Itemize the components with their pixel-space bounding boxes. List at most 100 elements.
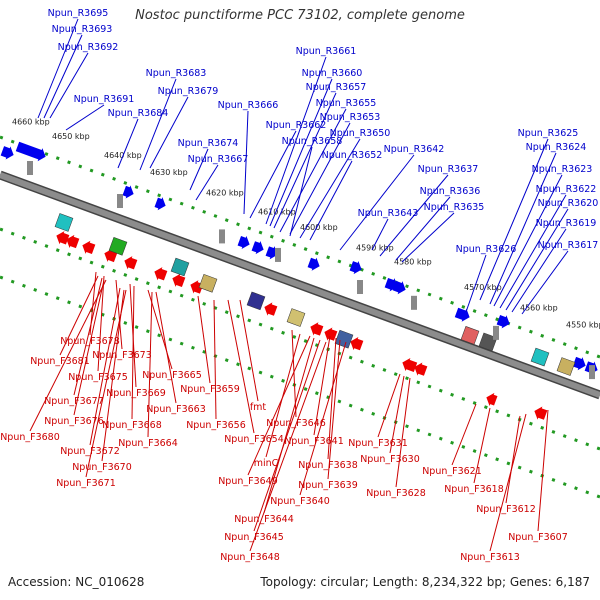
forward-gene-label: Npun_R3622	[536, 184, 597, 195]
feature-block	[286, 308, 306, 327]
reverse-gene-label: Npun_F3664	[118, 438, 178, 449]
reverse-gene-label: Npun_F3645	[224, 532, 284, 543]
forward-gene-arrow	[454, 307, 470, 322]
reverse-gene-label: Npun_F3675	[68, 372, 128, 383]
forward-gene-label-leader	[269, 78, 333, 227]
forward-gene-label-leader	[243, 110, 249, 215]
forward-gene-label-leader	[195, 164, 219, 201]
reverse-gene-label: Npun_F3621	[422, 466, 482, 477]
kbp-tick-label: 4590 kbp	[356, 244, 394, 253]
forward-gene-label-leader	[289, 122, 351, 235]
forward-gene-label: Npun_R3684	[108, 108, 169, 119]
forward-gene-label: Npun_R3652	[322, 150, 383, 161]
reverse-gene-label: Npun_F3630	[360, 454, 420, 465]
reverse-gene-label-leader	[89, 287, 121, 446]
reverse-gene-label-leader	[97, 275, 105, 372]
forward-gene-label: Npun_R3619	[536, 218, 597, 229]
reverse-gene-label: Npun_F3618	[444, 484, 504, 495]
reverse-gene-label-leader	[473, 407, 491, 484]
reverse-gene-label: Npun_F3654	[224, 434, 284, 445]
reverse-gene-label: Npun_F3681	[30, 356, 90, 367]
forward-gene-label: Npun_R3636	[420, 186, 481, 197]
forward-gene-label-leader	[249, 130, 297, 219]
kbp-tick-label: 4550 kbp	[566, 321, 600, 330]
reverse-gene-label: Npun_F3671	[56, 478, 116, 489]
kbp-tick-label: 4570 kbp	[464, 283, 502, 292]
reverse-gene-arrow	[324, 327, 338, 341]
forward-gene-label-leader	[117, 118, 139, 169]
reverse-gene-label-leader	[73, 279, 105, 416]
forward-gene-label: Npun_R3623	[532, 164, 593, 175]
forward-gene-label: Npun_R3643	[358, 208, 419, 219]
kbp-tick-label: 4600 kbp	[300, 223, 338, 232]
feature-block	[478, 332, 498, 352]
kbp-tick-label: 4610 kbp	[258, 208, 296, 217]
reverse-gene-label: Npun_F3676	[44, 416, 104, 427]
pseudogene-block	[493, 325, 499, 340]
pseudogene-block	[589, 365, 595, 380]
reverse-gene-label: Npun_F3670	[72, 462, 132, 473]
forward-gene-label-leader	[493, 174, 563, 307]
forward-gene-label: Npun_R3642	[384, 144, 445, 155]
reverse-gene-label: Npun_F3672	[60, 446, 120, 457]
reverse-gene-label-leader	[131, 285, 135, 420]
reverse-gene-label-leader	[395, 377, 411, 488]
forward-gene-label: Npun_R3693	[52, 24, 113, 35]
feature-block	[530, 347, 550, 367]
forward-gene-label: Npun_R3667	[188, 154, 249, 165]
feature-block	[460, 326, 480, 345]
forward-gene-arrow	[237, 235, 250, 250]
feature-block	[170, 257, 190, 277]
reverse-gene-arrow	[66, 234, 80, 249]
reverse-gene-arrow	[350, 336, 364, 351]
accession-label: Accession: NC_010628	[8, 575, 145, 589]
reverse-gene-arrow	[402, 358, 418, 373]
reverse-gene-label-leader	[263, 337, 315, 514]
pseudogene-block	[411, 295, 417, 310]
forward-gene-label-leader	[309, 160, 353, 241]
pseudogene-block	[357, 280, 363, 295]
reverse-gene-label-leader	[451, 403, 477, 466]
forward-gene-label: Npun_R3661	[296, 46, 357, 57]
reverse-gene-arrow	[154, 267, 168, 281]
forward-gene-label-leader	[379, 174, 449, 257]
reverse-gene-label-leader	[489, 413, 527, 552]
reverse-gene-label: Npun_F3680	[0, 432, 60, 443]
forward-gene-arrow	[265, 246, 278, 260]
reverse-gene-arrow	[172, 273, 186, 288]
reverse-gene-label-leader	[59, 275, 99, 356]
reverse-gene-label: Npun_F3612	[476, 504, 536, 515]
forward-gene-label-leader	[521, 250, 569, 315]
kbp-tick-label: 4660 kbp	[12, 117, 50, 126]
forward-gene-label-leader	[279, 108, 347, 233]
forward-gene-arrow	[349, 260, 362, 275]
reverse-gene-label-leader	[389, 375, 405, 454]
reverse-gene-arrow	[190, 280, 204, 294]
forward-gene-label: Npun_R3692	[58, 42, 119, 53]
forward-gene-label-leader	[273, 92, 337, 229]
forward-gene-label: Npun_R3666	[218, 100, 279, 111]
reverse-gene-arrow	[534, 406, 548, 420]
reverse-gene-label-leader	[299, 341, 347, 496]
forward-gene-label-leader	[371, 218, 389, 251]
reverse-gene-label-leader	[537, 409, 549, 532]
feature-block	[246, 291, 266, 311]
genome-backbone	[0, 172, 600, 398]
reverse-gene-label: Npun_F3631	[348, 438, 408, 449]
reverse-gene-label: Npun_F3668	[102, 420, 162, 431]
forward-gene-label-leader	[465, 254, 487, 313]
reverse-gene-label: Npun_F3677	[44, 396, 104, 407]
reverse-gene-arrow	[82, 240, 96, 255]
reverse-gene-label: Npun_F3639	[298, 480, 358, 491]
forward-gene-label-leader	[511, 228, 567, 313]
reverse-gene-label: Npun_F3665	[142, 370, 202, 381]
forward-gene-label: Npun_R3662	[266, 120, 327, 131]
forward-gene-label-leader	[139, 78, 177, 171]
reverse-gene-arrow	[124, 256, 138, 270]
reverse-gene-label-leader	[327, 339, 341, 480]
pseudogene-block	[219, 229, 225, 244]
forward-gene-label-leader	[489, 152, 557, 305]
forward-gene-arrow	[0, 146, 14, 160]
forward-gene-label-leader	[395, 196, 451, 261]
